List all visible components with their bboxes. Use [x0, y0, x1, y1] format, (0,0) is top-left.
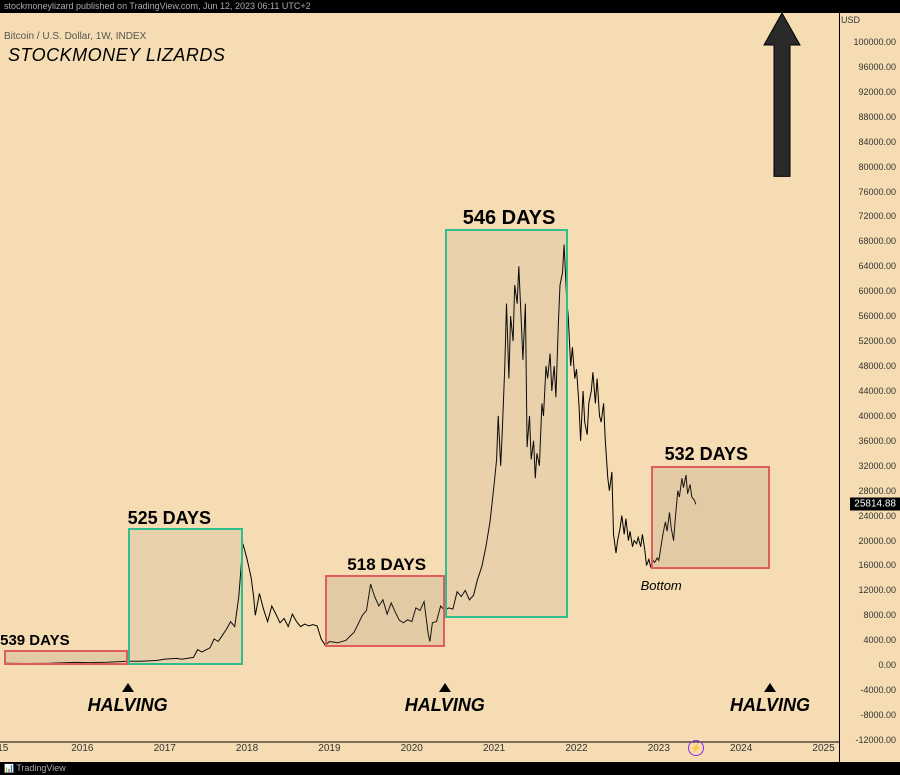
y-tick-label: 68000.00 — [858, 236, 896, 246]
y-tick-label: -12000.00 — [855, 735, 896, 745]
x-tick-label: 2020 — [401, 743, 423, 754]
y-tick-label: 16000.00 — [858, 560, 896, 570]
cycle-label: 546 DAYS — [463, 207, 556, 230]
chart-plot-area: Bitcoin / U.S. Dollar, 1W, INDEX STOCKMO… — [0, 13, 840, 762]
cycle-box — [651, 466, 770, 569]
x-tick-label: 2017 — [154, 743, 176, 754]
y-tick-label: -8000.00 — [860, 710, 896, 720]
y-tick-label: 8000.00 — [863, 610, 896, 620]
y-tick-label: 52000.00 — [858, 336, 896, 346]
y-tick-label: 32000.00 — [858, 461, 896, 471]
y-tick-label: 80000.00 — [858, 162, 896, 172]
x-tick-label: 2018 — [236, 743, 258, 754]
y-tick-label: 72000.00 — [858, 211, 896, 221]
cycle-label: 532 DAYS — [665, 444, 748, 465]
current-price-tag: 25814.88 — [850, 498, 900, 511]
x-tick-label: 015 — [0, 743, 8, 754]
y-tick-label: 4000.00 — [863, 635, 896, 645]
y-tick-label: 96000.00 — [858, 62, 896, 72]
x-tick-label: 2016 — [71, 743, 93, 754]
cycle-box — [325, 575, 444, 647]
flash-icon: ⚡ — [688, 740, 704, 756]
currency-label: USD — [841, 15, 860, 25]
halving-marker-icon — [764, 683, 776, 692]
cycle-box — [128, 528, 243, 665]
halving-label: HALVING — [405, 695, 485, 716]
y-tick-label: 40000.00 — [858, 411, 896, 421]
y-axis: USD -12000.00 -8000.00 -4000.00 0.00 4000.00… — [839, 13, 900, 762]
halving-marker-icon — [439, 683, 451, 692]
x-tick-label: 2025 — [812, 743, 834, 754]
y-tick-label: 56000.00 — [858, 311, 896, 321]
y-tick-label: 0.00 — [878, 660, 896, 670]
y-tick-label: 60000.00 — [858, 286, 896, 296]
y-tick-label: -4000.00 — [860, 685, 896, 695]
y-tick-label: 64000.00 — [858, 261, 896, 271]
y-tick-label: 20000.00 — [858, 536, 896, 546]
y-tick-label: 84000.00 — [858, 137, 896, 147]
x-tick-label: 2021 — [483, 743, 505, 754]
y-tick-label: 36000.00 — [858, 436, 896, 446]
up-arrow-icon — [762, 13, 802, 186]
halving-label: HALVING — [730, 695, 810, 716]
x-tick-label: 2024 — [730, 743, 752, 754]
x-tick-label: 2022 — [565, 743, 587, 754]
y-tick-label: 12000.00 — [858, 585, 896, 595]
y-tick-label: 88000.00 — [858, 112, 896, 122]
cycle-label: 525 DAYS — [128, 508, 211, 529]
publish-bar: stockmoneylizard published on TradingVie… — [0, 0, 900, 13]
y-tick-label: 24000.00 — [858, 511, 896, 521]
halving-label: HALVING — [88, 695, 168, 716]
bottom-label: Bottom — [641, 578, 682, 593]
cycle-box — [445, 229, 569, 619]
cycle-label: 518 DAYS — [347, 555, 426, 575]
x-tick-label: 2023 — [648, 743, 670, 754]
y-tick-label: 48000.00 — [858, 361, 896, 371]
y-tick-label: 44000.00 — [858, 386, 896, 396]
x-tick-label: 2019 — [318, 743, 340, 754]
footer-bar: 📊 TradingView — [0, 762, 900, 775]
halving-marker-icon — [122, 683, 134, 692]
y-tick-label: 76000.00 — [858, 187, 896, 197]
cycle-box — [4, 650, 128, 666]
y-tick-label: 100000.00 — [853, 37, 896, 47]
y-tick-label: 92000.00 — [858, 87, 896, 97]
y-tick-label: 28000.00 — [858, 486, 896, 496]
cycle-label: 539 DAYS — [0, 632, 70, 649]
